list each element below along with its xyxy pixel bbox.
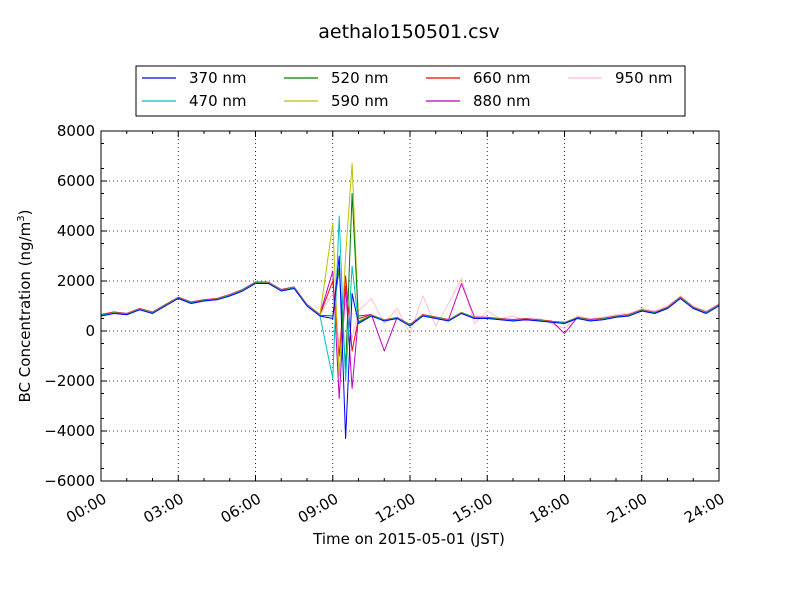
- y-tick-label: 4000: [57, 222, 95, 240]
- legend-label: 520 nm: [331, 69, 389, 87]
- y-tick-label: 6000: [57, 172, 95, 190]
- y-tick-label: 2000: [57, 272, 95, 290]
- y-axis-label-superscript: 3: [16, 215, 27, 221]
- y-tick-label: −2000: [44, 372, 95, 390]
- x-axis-label: Time on 2015-05-01 (JST): [312, 530, 505, 548]
- y-tick-label: 8000: [57, 122, 95, 140]
- y-tick-label: 0: [85, 322, 95, 340]
- legend: 370 nm 470 nm 520 nm 590 nm 660 nm 880 nm 950 …: [135, 65, 686, 117]
- chart-title: aethalo150501.csv: [318, 21, 500, 43]
- legend-label: 880 nm: [473, 92, 531, 110]
- y-tick-label: −4000: [44, 422, 95, 440]
- y-tick-label: −6000: [44, 472, 95, 490]
- y-axis-label-end: ): [16, 210, 34, 216]
- y-axis-label-main: BC Concentration (ng/m: [16, 222, 34, 403]
- legend-box: [135, 65, 686, 117]
- y-tick-labels: 8000 6000 4000 2000 0 −2000 −4000 −6000: [44, 122, 95, 490]
- grid: [101, 131, 719, 481]
- legend-label: 950 nm: [615, 69, 673, 87]
- legend-label: 660 nm: [473, 69, 531, 87]
- series-layer: [100, 163, 720, 439]
- legend-label: 470 nm: [189, 92, 247, 110]
- legend-label: 590 nm: [331, 92, 389, 110]
- y-axis-label: BC Concentration (ng/m3): [16, 210, 34, 403]
- ticks: [100, 130, 720, 482]
- legend-label: 370 nm: [189, 69, 247, 87]
- series-line-370-nm: [100, 255, 720, 439]
